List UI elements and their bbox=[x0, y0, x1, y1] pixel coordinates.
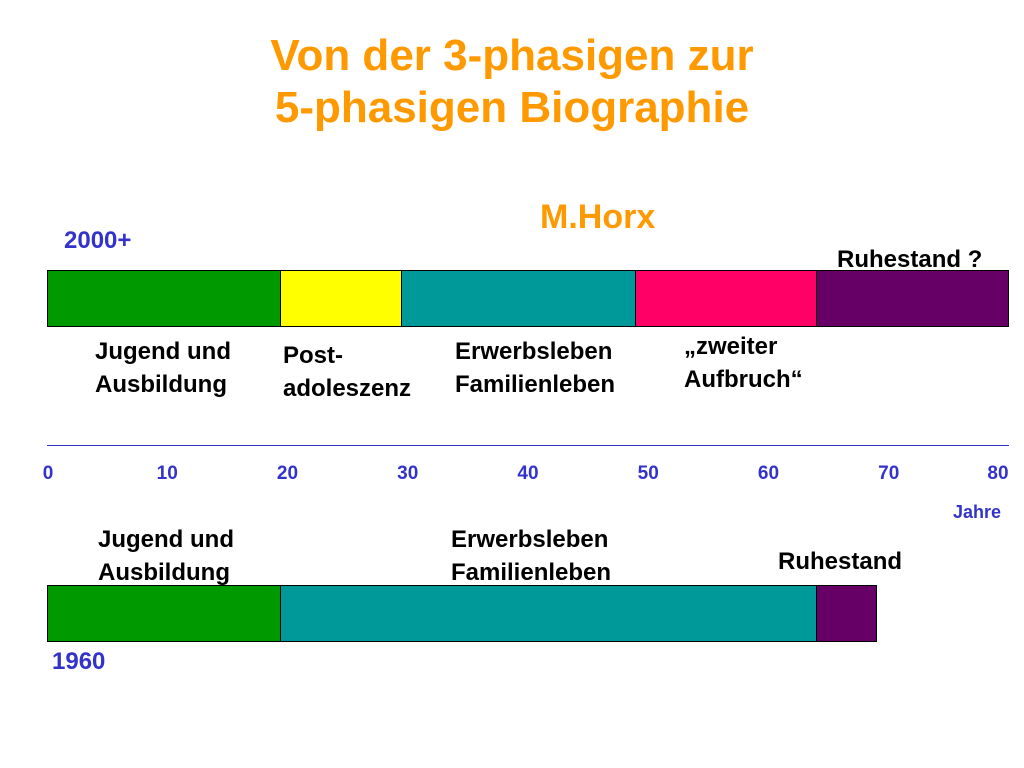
axis-tick-label: 50 bbox=[637, 463, 659, 484]
phase-segment-1-1 bbox=[280, 585, 817, 642]
timeline-bar-2000 bbox=[47, 270, 1009, 327]
slide-title: Von der 3-phasigen zur 5-phasigen Biogra… bbox=[0, 30, 1024, 134]
axis-tick-label: 70 bbox=[878, 463, 900, 484]
phase-label-2000-aufbruch: „zweiter Aufbruch“ bbox=[684, 333, 803, 393]
title-line-2: 5-phasigen Biographie bbox=[274, 83, 750, 132]
phase-label-2000-jugend: Jugend und Ausbildung bbox=[95, 338, 231, 398]
phase-label-2000-ruhestand: Ruhestand ? bbox=[837, 246, 983, 273]
phase-segment-1-0 bbox=[47, 585, 282, 642]
phase-segment-0-3 bbox=[635, 270, 817, 327]
timeline-bar-1960 bbox=[47, 585, 877, 642]
axis-unit-label: Jahre bbox=[953, 502, 1002, 522]
phase-label-1960-jugend: Jugend und Ausbildung bbox=[98, 526, 234, 586]
year-label-2000: 2000+ bbox=[64, 227, 132, 254]
phase-label-1960-ruhestand: Ruhestand bbox=[778, 548, 903, 575]
axis-tick-label: 60 bbox=[757, 463, 780, 484]
axis-tick-label: 80 bbox=[987, 463, 1009, 484]
title-line-1: Von der 3-phasigen zur bbox=[270, 31, 754, 80]
axis-tick-label: 30 bbox=[397, 463, 419, 484]
phase-label-2000-postadoleszenz: Post-adoleszenz bbox=[283, 342, 412, 402]
axis-tick-label: 0 bbox=[42, 463, 54, 484]
axis-tick-label: 20 bbox=[276, 463, 299, 484]
axis-tick-label: 10 bbox=[156, 463, 178, 484]
phase-label-2000-erwerbsleben: Erwerbsleben Familienleben bbox=[455, 338, 616, 398]
phase-label-1960-erwerbsleben: Erwerbsleben Familienleben bbox=[451, 526, 612, 586]
phase-segment-0-1 bbox=[280, 270, 402, 327]
phase-segment-0-0 bbox=[47, 270, 282, 327]
year-label-1960: 1960 bbox=[52, 648, 106, 675]
phase-segment-1-2 bbox=[815, 585, 877, 642]
axis-tick-label: 40 bbox=[517, 463, 539, 484]
phase-segment-0-4 bbox=[815, 270, 1009, 327]
author-label: M.Horx bbox=[540, 198, 656, 236]
age-axis-line bbox=[47, 445, 1009, 446]
phase-segment-0-2 bbox=[400, 270, 637, 327]
